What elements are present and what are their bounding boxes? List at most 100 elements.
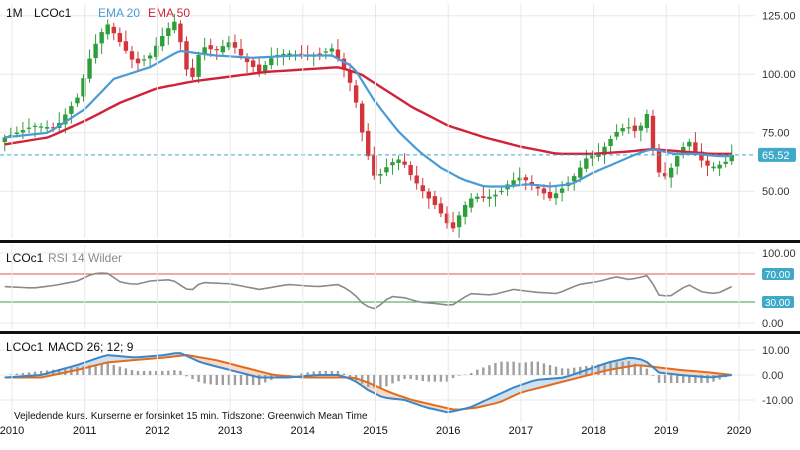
candle — [359, 100, 365, 142]
candle — [281, 49, 286, 66]
candle-body — [729, 154, 734, 162]
rsi-tick-label: 0.00 — [762, 318, 783, 330]
candle — [499, 187, 504, 195]
candle-body — [626, 127, 631, 129]
candle-body — [493, 194, 498, 197]
candle-body — [547, 192, 553, 199]
candle-body — [353, 85, 359, 103]
macd-fill-segment — [610, 360, 617, 370]
time-tick-label: 2019 — [654, 425, 678, 437]
rsi-30-label: 30.00 — [765, 298, 790, 309]
candle-body — [141, 59, 147, 61]
candle-body — [63, 114, 68, 125]
candle-body — [190, 67, 195, 78]
candle-body — [69, 106, 74, 114]
candle — [644, 109, 650, 133]
candle — [402, 153, 407, 168]
candle — [420, 177, 425, 199]
candle-body — [244, 56, 250, 63]
candles — [2, 13, 734, 238]
macd-signal-line — [4, 353, 732, 411]
candle-body — [602, 146, 607, 155]
candle-body — [135, 58, 141, 64]
candle — [462, 201, 468, 225]
last-price-tag: 65.52 — [758, 147, 796, 162]
candle-body — [608, 138, 613, 147]
candle-body — [147, 55, 153, 59]
candle-body — [329, 48, 335, 52]
candle-body — [590, 155, 595, 159]
macd-line — [4, 352, 732, 414]
macd-indicator-label: MACD 26; 12; 9 — [48, 340, 134, 354]
candle-body — [656, 150, 662, 173]
time-tick-label: 2018 — [581, 425, 605, 437]
candle-body — [263, 65, 268, 72]
candle — [81, 74, 86, 102]
candle — [487, 189, 492, 207]
macd-panel[interactable]: -10.00 0.00 10.00 LCOc1 MACD 26; 12; 9 Vej… — [0, 340, 793, 422]
price-panel[interactable]: 50.00 75.00 100.00 125.00 65.52 1M LCOc1 EM… — [0, 6, 796, 238]
candle-body — [420, 185, 425, 192]
candle — [608, 135, 613, 155]
candle-body — [559, 188, 565, 193]
candle — [69, 101, 74, 124]
candle-body — [681, 147, 686, 154]
candle-body — [675, 156, 680, 167]
candle-body — [87, 58, 92, 79]
candle — [523, 174, 528, 191]
candle — [396, 155, 401, 171]
candle-body — [711, 166, 716, 169]
price-tick-label: 75.00 — [762, 128, 790, 140]
candle-body — [444, 213, 450, 224]
candle-body — [256, 64, 262, 72]
time-tick-label: 2017 — [509, 425, 533, 437]
rsi-70-box — [762, 268, 794, 280]
candle — [38, 122, 44, 134]
candle-body — [208, 45, 213, 50]
candle — [450, 211, 456, 232]
candle — [366, 123, 371, 160]
candle-body — [178, 23, 183, 43]
candle-body — [553, 193, 559, 199]
candle — [529, 175, 535, 191]
rsi-panel[interactable]: 0.00 100.00 70.00 30.00 LCOc1 RSI 14 Wild… — [0, 248, 796, 330]
legend-ema50: EMA 50 — [148, 6, 190, 20]
candle — [166, 22, 171, 45]
candle — [202, 37, 207, 61]
candle — [341, 52, 347, 78]
candle-body — [20, 130, 26, 133]
candle-body — [117, 32, 123, 43]
candle-body — [184, 41, 189, 70]
candle — [105, 19, 110, 40]
candle-body — [50, 127, 56, 129]
candle — [147, 52, 153, 67]
candle — [220, 39, 226, 56]
candle-body — [614, 131, 619, 137]
candle-body — [475, 196, 480, 199]
candle-body — [105, 24, 110, 35]
candle-body — [499, 190, 504, 193]
rsi-level-tags: 70.00 30.00 — [762, 268, 794, 309]
candle — [547, 182, 553, 202]
candle — [438, 197, 444, 218]
candle-body — [14, 132, 20, 134]
candle-body — [541, 188, 547, 194]
candle-body — [8, 134, 13, 137]
macd-fill-segment — [531, 379, 538, 390]
candle-body — [38, 126, 44, 128]
candle — [384, 158, 389, 177]
candle-body — [81, 78, 86, 97]
candle-body — [359, 103, 365, 133]
candle-body — [226, 42, 232, 48]
candle — [426, 188, 432, 209]
candle-body — [687, 141, 692, 147]
candle — [214, 46, 219, 60]
candle — [317, 47, 322, 61]
panel-separator — [0, 331, 800, 334]
candle — [638, 122, 644, 142]
candle — [44, 120, 50, 134]
macd-fill-segment — [622, 357, 629, 368]
candle — [662, 162, 668, 180]
candle — [269, 47, 274, 70]
